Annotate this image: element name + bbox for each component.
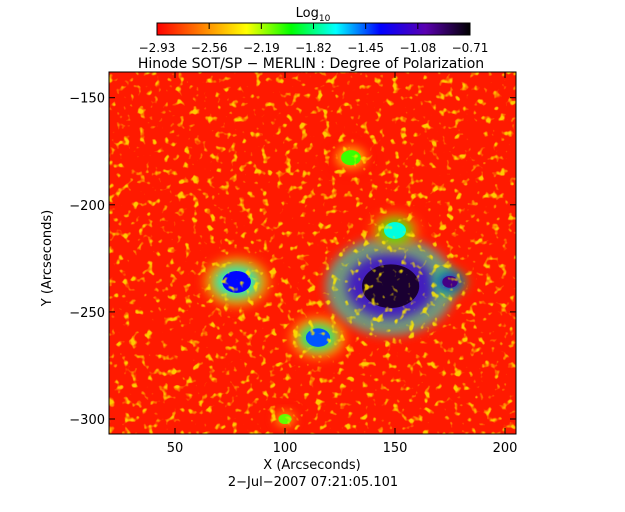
y-tick-label: −250 bbox=[69, 306, 105, 321]
y-tick-label: −150 bbox=[69, 92, 105, 107]
colorbar-label: Log10 bbox=[296, 6, 331, 24]
timestamp: 2−Jul−2007 07:21:05.101 bbox=[228, 475, 398, 490]
y-tick-label: −200 bbox=[69, 199, 105, 214]
heatmap-speckle bbox=[109, 72, 516, 434]
plot-area bbox=[109, 72, 516, 434]
colorbar-tick-label: −1.08 bbox=[399, 41, 436, 55]
colorbar-tick-label: −0.71 bbox=[452, 41, 489, 55]
colorbar-label-subscript: 10 bbox=[319, 14, 331, 24]
x-tick-label: 150 bbox=[383, 441, 408, 456]
x-tick-label: 50 bbox=[167, 441, 184, 456]
plot-frame bbox=[108, 71, 517, 435]
x-tick-label: 100 bbox=[273, 441, 298, 456]
colorbar-tick-label: −1.82 bbox=[295, 41, 332, 55]
y-axis-label: Y (Arcseconds) bbox=[40, 210, 55, 307]
chart-title: Hinode SOT/SP − MERLIN : Degree of Polar… bbox=[138, 56, 484, 72]
colorbar: Log10 −2.93 −2.56 −2.19 −1.82 −1.45 −1.08 −0.7… bbox=[139, 6, 489, 55]
colorbar-tick-label: −1.45 bbox=[347, 41, 384, 55]
colorbar-ticks: −2.93 −2.56 −2.19 −1.82 −1.45 −1.08 −0.71 bbox=[139, 23, 489, 55]
y-axis: −150 −200 −250 −300 bbox=[69, 92, 516, 428]
colorbar-tick-label: −2.56 bbox=[191, 41, 228, 55]
x-axis: 50 100 150 200 bbox=[167, 72, 518, 456]
colorbar-tick-label: −2.19 bbox=[243, 41, 280, 55]
colorbar-tick-label: −2.93 bbox=[139, 41, 176, 55]
x-axis-label: X (Arcseconds) bbox=[263, 458, 360, 473]
y-tick-label: −300 bbox=[69, 413, 105, 428]
x-tick-label: 200 bbox=[493, 441, 518, 456]
